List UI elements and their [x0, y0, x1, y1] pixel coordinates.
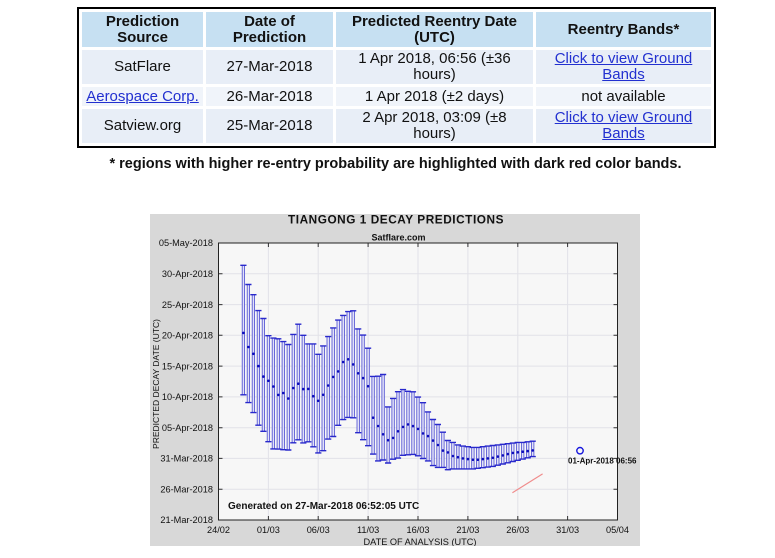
svg-text:Satflare.com: Satflare.com — [371, 233, 425, 243]
svg-text:DATE OF ANALYSIS (UTC): DATE OF ANALYSIS (UTC) — [364, 537, 477, 546]
svg-text:24/02: 24/02 — [207, 525, 230, 535]
svg-text:10-Apr-2018: 10-Apr-2018 — [162, 392, 213, 402]
svg-text:31-Mar-2018: 31-Mar-2018 — [160, 454, 213, 464]
svg-text:21/03: 21/03 — [456, 525, 479, 535]
svg-text:PREDICTED DECAY DATE (UTC): PREDICTED DECAY DATE (UTC) — [151, 319, 161, 449]
svg-text:05/04: 05/04 — [606, 525, 629, 535]
svg-text:16/03: 16/03 — [407, 525, 430, 535]
svg-text:26/03: 26/03 — [506, 525, 529, 535]
svg-text:06/03: 06/03 — [307, 525, 330, 535]
svg-text:TIANGONG 1 DECAY PREDICTIONS: TIANGONG 1 DECAY PREDICTIONS — [288, 214, 504, 226]
svg-text:01/03: 01/03 — [257, 525, 280, 535]
svg-text:20-Apr-2018: 20-Apr-2018 — [162, 331, 213, 341]
svg-text:25-Apr-2018: 25-Apr-2018 — [162, 300, 213, 310]
svg-text:31/03: 31/03 — [556, 525, 579, 535]
svg-text:05-May-2018: 05-May-2018 — [159, 238, 213, 248]
svg-text:01-Apr-2018 06:56: 01-Apr-2018 06:56 — [568, 457, 637, 466]
svg-text:11/03: 11/03 — [357, 525, 379, 535]
svg-text:30-Apr-2018: 30-Apr-2018 — [162, 269, 213, 279]
svg-text:26-Mar-2018: 26-Mar-2018 — [160, 484, 213, 494]
svg-text:15-Apr-2018: 15-Apr-2018 — [162, 361, 213, 371]
svg-text:21-Mar-2018: 21-Mar-2018 — [160, 515, 213, 525]
svg-text:Generated on 27-Mar-2018 06:52: Generated on 27-Mar-2018 06:52:05 UTC — [228, 501, 419, 512]
svg-text:05-Apr-2018: 05-Apr-2018 — [162, 423, 213, 433]
